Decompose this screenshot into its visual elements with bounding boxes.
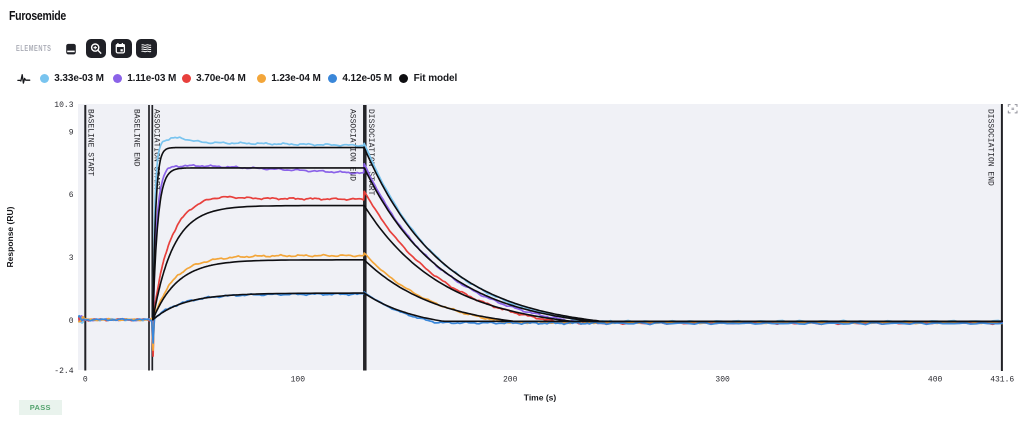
svg-text:0: 0 [83, 376, 88, 385]
svg-text:BASELINE START: BASELINE START [86, 109, 95, 176]
svg-text:DISSOCIATION START: DISSOCIATION START [366, 109, 375, 196]
svg-text:431.6: 431.6 [990, 376, 1014, 385]
svg-text:3: 3 [69, 254, 74, 263]
svg-text:400: 400 [928, 376, 943, 385]
svg-text:DISSOCIATION END: DISSOCIATION END [986, 109, 995, 186]
svg-text:200: 200 [503, 376, 518, 385]
svg-text:-2.4: -2.4 [54, 367, 73, 376]
svg-text:0: 0 [69, 317, 74, 326]
svg-text:300: 300 [715, 376, 730, 385]
svg-text:BASELINE END: BASELINE END [132, 109, 141, 167]
svg-text:10.3: 10.3 [54, 101, 73, 110]
svg-text:Time (s): Time (s) [524, 393, 557, 403]
svg-text:ASSOCIATION START: ASSOCIATION START [152, 109, 161, 191]
svg-text:6: 6 [69, 191, 74, 200]
svg-text:Response (RU): Response (RU) [5, 206, 15, 267]
svg-text:9: 9 [69, 128, 74, 137]
svg-text:100: 100 [291, 376, 306, 385]
